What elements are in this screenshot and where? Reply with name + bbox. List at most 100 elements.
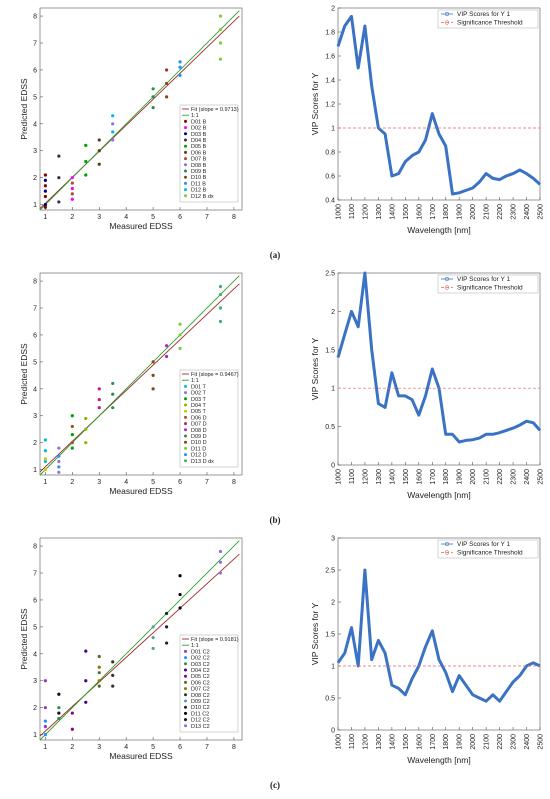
point (70, 727, 74, 731)
point (111, 138, 115, 142)
legend-swatch (444, 11, 450, 17)
x-tick-label: 1900 (457, 469, 464, 485)
legend-label: D11 B (191, 181, 206, 187)
point (57, 711, 61, 715)
point (151, 95, 155, 99)
x-tick-label: 1800 (443, 204, 450, 220)
point (111, 406, 115, 410)
legend-box (437, 274, 539, 294)
y-tick-label: 2.5 (325, 271, 335, 278)
point (70, 192, 74, 196)
legend-swatch (444, 550, 450, 555)
legend-label: D07 B (191, 157, 207, 163)
y-axis-label: Predicted EDSS (19, 608, 29, 670)
point (70, 186, 74, 191)
legend-label: D03 B (191, 132, 207, 138)
y-tick-label: 1 (331, 664, 335, 671)
legend-swatch (184, 649, 187, 653)
x-tick-label: 1000 (336, 204, 343, 220)
x-tick-label: 1300 (376, 204, 383, 220)
point (43, 468, 47, 472)
x-tick-label: 1000 (336, 469, 343, 485)
point (57, 459, 61, 464)
point (218, 284, 223, 289)
point (111, 130, 115, 134)
legend-swatch (444, 541, 450, 547)
y-tick-label: 8 (33, 14, 37, 21)
x-tick-label: 2300 (511, 469, 518, 485)
point (218, 57, 223, 61)
legend-swatch (184, 699, 187, 703)
legend-label: D08 D (191, 428, 207, 434)
point (164, 641, 169, 645)
y-tick-label: 0.8 (325, 150, 335, 157)
point (57, 716, 61, 721)
y-tick-label: 8 (33, 279, 37, 286)
legend-swatch (184, 194, 187, 198)
x-tick-label: 1100 (349, 204, 356, 219)
x-tick-label: 2200 (497, 469, 504, 485)
legend-swatch (184, 144, 187, 148)
x-axis-label: Measured EDSS (109, 751, 173, 761)
legend-swatch (184, 132, 187, 136)
point (218, 571, 223, 575)
y-tick-label: 6 (33, 597, 37, 604)
point (70, 441, 74, 445)
point (97, 684, 101, 688)
point (97, 654, 101, 659)
legend-swatch (184, 150, 187, 154)
x-tick-label: 1400 (389, 469, 396, 485)
x-tick-label: 4 (124, 744, 128, 751)
point (84, 173, 88, 177)
point (97, 406, 101, 410)
point (57, 176, 61, 180)
point (97, 138, 101, 142)
y-tick-label: 5 (33, 359, 37, 366)
y-tick-label: 6 (33, 67, 37, 74)
x-axis-label: Measured EDSS (109, 221, 173, 231)
point (43, 173, 47, 177)
legend-label: D11 C2 (191, 711, 209, 717)
x-tick-label: 2200 (497, 734, 504, 750)
point (43, 706, 47, 710)
x-tick-label: 2500 (538, 204, 545, 220)
x-tick-label: 2400 (524, 204, 531, 220)
legend-label: D06 C2 (191, 680, 210, 686)
y-tick-label: 1 (33, 202, 37, 209)
point (84, 143, 88, 147)
point (178, 333, 182, 337)
y-tick-label: 3 (33, 678, 37, 685)
legend-label: D07 D (191, 422, 207, 428)
x-tick-label: 2400 (524, 734, 531, 750)
legend-label: D05 C2 (191, 674, 210, 680)
series-line (336, 568, 541, 703)
x-tick-label: 2 (70, 479, 74, 486)
x-tick-label: 1300 (376, 469, 383, 485)
x-tick-label: 6 (178, 479, 182, 486)
x-tick-label: 1800 (443, 469, 450, 485)
y-tick-label: 1.5 (325, 632, 335, 639)
x-tick-label: 1900 (457, 734, 464, 750)
y-tick-label: 0.6 (325, 174, 335, 181)
x-tick-label: 7 (205, 214, 209, 221)
legend-swatch (184, 453, 187, 457)
legend-label: D05 B (191, 144, 207, 150)
point (151, 106, 155, 110)
x-tick-label: 7 (205, 744, 209, 751)
point (43, 733, 47, 737)
x-tick-label: 1700 (430, 734, 437, 750)
point (57, 470, 61, 474)
legend-label: D08 C2 (191, 693, 210, 699)
y-tick-label: 0.5 (325, 424, 335, 431)
y-tick-label: 2 (33, 440, 37, 447)
y-tick-label: 2 (33, 705, 37, 712)
point (97, 397, 101, 402)
y-tick-label: 3 (331, 536, 335, 543)
legend-label: D13 D dx (191, 459, 214, 465)
legend-label: D10 C2 (191, 705, 210, 711)
legend-swatch (184, 415, 187, 419)
y-tick-label: 5 (33, 94, 37, 101)
legend-label: D13 C2 (191, 724, 210, 730)
legend-label: D01 B (191, 119, 207, 125)
legend-swatch (184, 724, 187, 728)
